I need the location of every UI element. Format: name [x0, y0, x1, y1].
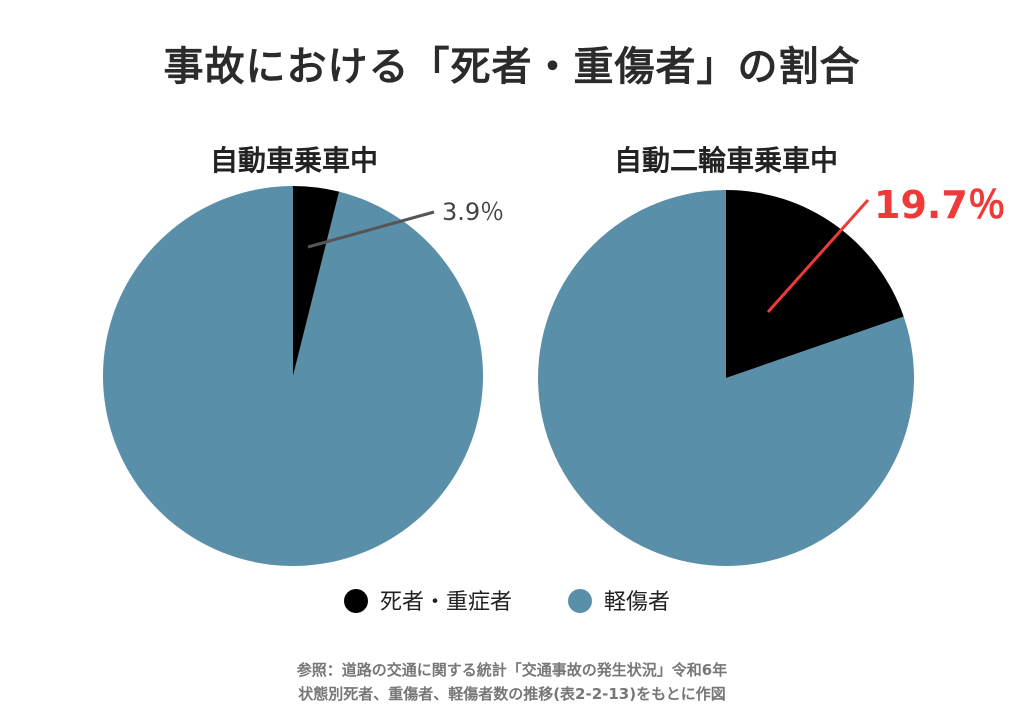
pie-motorcycle-leader-line [766, 199, 870, 313]
legend-swatch-minor-injury [568, 589, 592, 613]
legend-label-minor-injury: 軽傷者 [604, 590, 670, 615]
legend-label-death-serious: 死者・重症者 [380, 590, 512, 615]
pie-car-title: 自動車乗車中 [210, 144, 378, 177]
pie-car-leader-line [307, 210, 435, 249]
pie-motorcycle-title: 自動二輪車乗車中 [614, 144, 838, 177]
legend-swatch-death-serious [344, 589, 368, 613]
pie-car-slice-minor-injury [103, 186, 484, 566]
pie-motorcycle-slice-minor-injury [537, 190, 914, 566]
pie-car: 自動車乗車中 3.9％ [103, 144, 504, 566]
legend: 死者・重症者 軽傷者 [344, 589, 670, 615]
pie-motorcycle-annotation: 19.7％ [874, 183, 1006, 227]
pie-car-annotation: 3.9％ [442, 198, 504, 226]
pie-motorcycle: 自動二輪車乗車中 19.7％ [537, 144, 1006, 566]
source-note-line2: 状態別死者、重傷者、軽傷者数の推移(表2-2-13)をもとに作図 [298, 685, 726, 703]
source-note-line1: 参照：道路の交通に関する統計「交通事故の発生状況」令和6年 [296, 661, 728, 679]
pie-car-slice-death-serious [293, 186, 340, 376]
pie-motorcycle-slice-death-serious [726, 190, 904, 378]
main-title: 事故における「死者・重傷者」の割合 [163, 44, 861, 90]
